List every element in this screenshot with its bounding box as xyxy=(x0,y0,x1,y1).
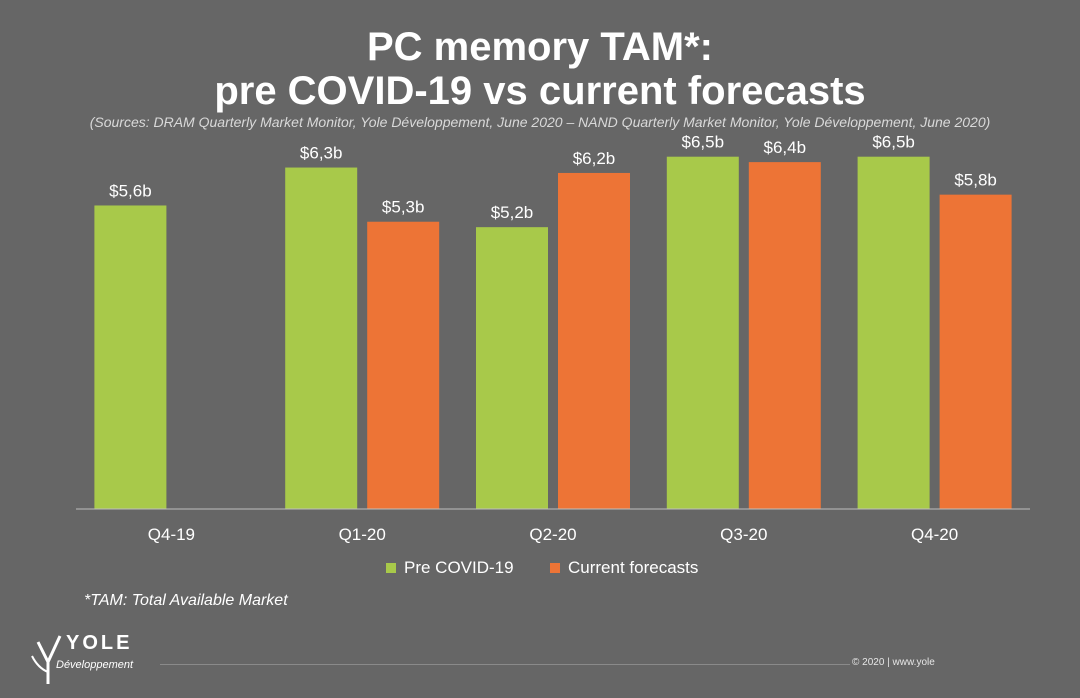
data-label: $6,3b xyxy=(300,144,343,163)
logo-subtitle: Développement xyxy=(56,659,134,671)
chart-subtitle: (Sources: DRAM Quarterly Market Monitor,… xyxy=(89,114,991,130)
bar-current-q2-20 xyxy=(558,172,630,509)
data-label: $6,4b xyxy=(764,138,807,157)
x-tick-label: Q2-20 xyxy=(529,525,576,544)
copyright-text: © 2020 | www.yole xyxy=(852,657,935,668)
yole-logo-mark-icon xyxy=(31,635,62,684)
data-label: $5,6b xyxy=(109,181,152,200)
legend-label: Current forecasts xyxy=(568,558,698,577)
chart-title-line1: PC memory TAM*: xyxy=(367,25,713,69)
data-label: $5,8b xyxy=(954,171,997,190)
yole-logo: YOLE Développement xyxy=(30,628,160,688)
data-label: $6,5b xyxy=(682,133,725,152)
chart-title-line2: pre COVID-19 vs current forecasts xyxy=(214,69,866,113)
bar-chart: $5,6b Q4-19 $6,3b $5,3b Q1-20 $5,2b $6,2b Q2-20… xyxy=(76,133,1030,577)
x-tick-label: Q1-20 xyxy=(339,525,386,544)
footer-divider xyxy=(160,664,850,665)
bar-current-q4-20 xyxy=(939,194,1012,509)
data-label: $5,2b xyxy=(491,203,534,222)
x-tick-label: Q3-20 xyxy=(720,525,767,544)
logo-wordmark: YOLE xyxy=(66,632,133,654)
bar-pre-covid-q2-20 xyxy=(476,227,548,509)
footnote: *TAM: Total Available Market xyxy=(84,592,288,609)
bar-current-q1-20 xyxy=(367,221,440,510)
data-label: $6,2b xyxy=(573,149,616,168)
bar-current-q3-20 xyxy=(748,162,821,509)
data-label: $6,5b xyxy=(872,133,915,152)
legend-label: Pre COVID-19 xyxy=(404,558,514,577)
x-tick-label: Q4-20 xyxy=(911,525,958,544)
bar-pre-covid-q4-20 xyxy=(857,156,930,509)
legend-swatch xyxy=(550,563,560,573)
x-tick-label: Q4-19 xyxy=(148,525,195,544)
legend-swatch xyxy=(386,563,396,573)
bar-pre-covid-q3-20 xyxy=(666,156,739,509)
data-label: $5,3b xyxy=(382,198,425,217)
bar-pre-covid-q4-19 xyxy=(94,205,167,510)
bar-pre-covid-q1-20 xyxy=(285,167,358,510)
